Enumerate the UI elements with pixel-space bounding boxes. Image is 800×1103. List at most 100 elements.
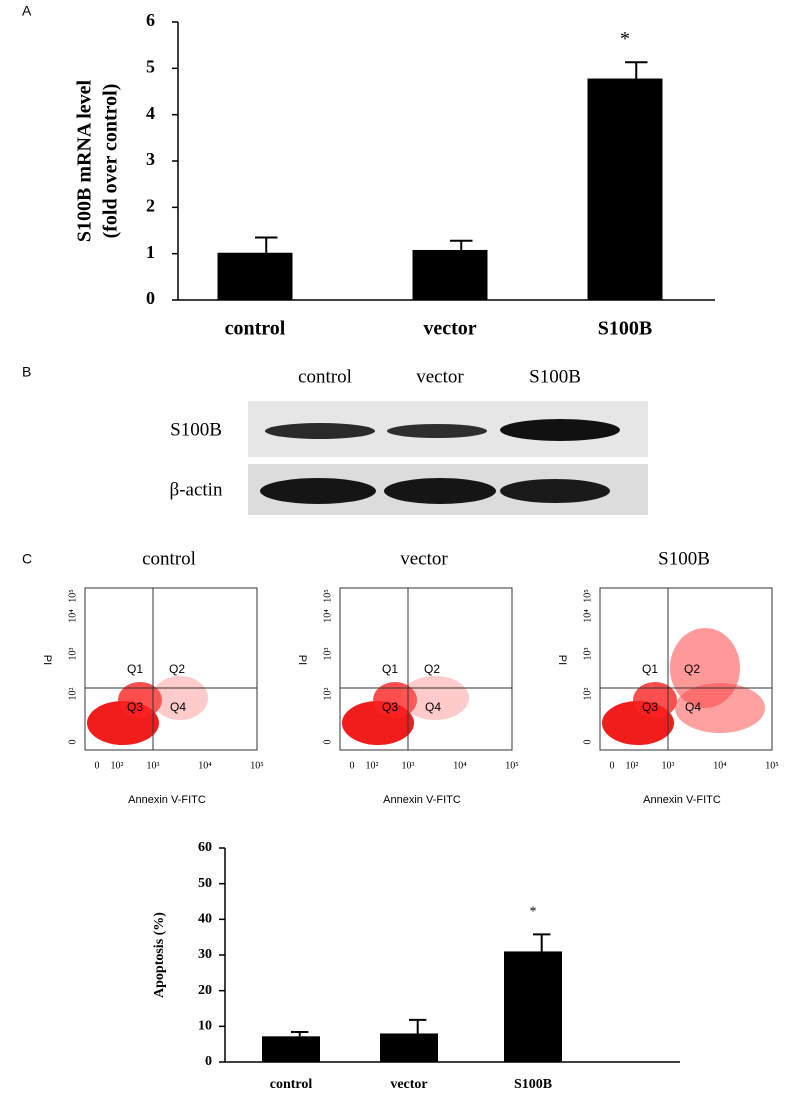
cloud xyxy=(118,682,162,718)
quadrant-label: Q3 xyxy=(127,700,143,714)
x-tick-label: vector xyxy=(390,1077,427,1092)
y-tick-label: 0 xyxy=(146,288,155,308)
blot-row: S100B xyxy=(170,419,222,440)
x-tick-label: 10⁵ xyxy=(250,760,264,771)
x-tick-label: control xyxy=(225,318,286,340)
flow-title: S100B xyxy=(658,548,710,569)
cloud xyxy=(675,683,765,733)
quadrant-label: Q4 xyxy=(685,700,701,714)
y-tick-label: 2 xyxy=(146,195,155,215)
x-tick-label: 0 xyxy=(610,760,615,771)
plot-frame xyxy=(339,587,513,751)
y-tick-label: 10⁵ xyxy=(322,589,333,603)
y-axis-label: S100B mRNA level xyxy=(74,79,96,242)
y-axis-label: (fold over control) xyxy=(100,84,122,239)
x-tick-label: 10⁵ xyxy=(505,760,519,771)
quadrant-label: Q2 xyxy=(684,662,700,676)
x-tick-label: 0 xyxy=(95,760,100,771)
cloud xyxy=(373,682,417,718)
quadrant-label: Q2 xyxy=(424,662,440,676)
y-tick-label: 50 xyxy=(198,876,212,891)
quadrant-label: Q3 xyxy=(382,700,398,714)
blot-column: S100B xyxy=(529,366,581,387)
y-axis-label: PI xyxy=(41,655,53,665)
y-tick-label: 10⁴ xyxy=(582,609,593,623)
band xyxy=(260,478,376,504)
band xyxy=(387,424,487,438)
bar xyxy=(412,249,488,300)
y-tick-label: 10⁴ xyxy=(322,609,333,623)
y-tick-label: 10⁵ xyxy=(67,589,78,603)
x-tick-label: vector xyxy=(423,318,476,340)
plot-frame xyxy=(599,587,773,751)
y-tick-label: 10 xyxy=(198,1019,212,1034)
y-tick-label: 10³ xyxy=(582,648,593,661)
x-tick-label: 10² xyxy=(111,760,124,771)
x-tick-label: S100B xyxy=(598,318,652,340)
bar xyxy=(504,951,562,1062)
x-tick-label: 10⁴ xyxy=(713,760,727,771)
y-tick-label: 10⁵ xyxy=(582,589,593,603)
blot-row: β-actin xyxy=(170,479,223,500)
band xyxy=(500,419,620,441)
x-tick-label: 10⁵ xyxy=(765,760,779,771)
band xyxy=(265,423,375,439)
y-axis-label: Apoptosis (%) xyxy=(152,912,167,998)
y-tick-label: 60 xyxy=(198,840,212,855)
x-tick-label: control xyxy=(270,1077,313,1092)
band xyxy=(500,479,610,503)
y-tick-label: 0 xyxy=(205,1054,212,1069)
y-tick-label: 10³ xyxy=(67,648,78,661)
x-tick-label: 0 xyxy=(350,760,355,771)
panel-label: A xyxy=(22,3,32,19)
y-tick-label: 1 xyxy=(146,242,155,262)
y-tick-label: 5 xyxy=(146,56,155,76)
y-tick-label: 10² xyxy=(582,688,593,701)
quadrant-label: Q2 xyxy=(169,662,185,676)
flow-title: control xyxy=(142,548,196,569)
y-tick-label: 30 xyxy=(198,947,212,962)
bar xyxy=(217,252,293,300)
plot-frame xyxy=(84,587,258,751)
bar xyxy=(587,78,663,300)
y-tick-label: 10⁴ xyxy=(67,609,78,623)
y-tick-label: 20 xyxy=(198,983,212,998)
cloud xyxy=(152,676,208,720)
x-tick-label: 10⁴ xyxy=(453,760,467,771)
y-axis-label: PI xyxy=(296,655,308,665)
x-axis-label: Annexin V-FITC xyxy=(383,794,461,806)
x-axis-label: Annexin V-FITC xyxy=(128,794,206,806)
cloud xyxy=(633,682,677,718)
bar xyxy=(380,1033,438,1062)
x-axis-label: Annexin V-FITC xyxy=(643,794,721,806)
panel-label: C xyxy=(22,551,32,567)
y-tick-label: 6 xyxy=(146,10,155,30)
y-tick-label: 3 xyxy=(146,149,155,169)
quadrant-label: Q1 xyxy=(642,662,658,676)
flow-title: vector xyxy=(400,548,448,569)
x-tick-label: 10² xyxy=(626,760,639,771)
annotation: * xyxy=(620,28,630,50)
x-tick-label: S100B xyxy=(514,1077,552,1092)
annotation: * xyxy=(530,905,537,920)
x-tick-label: 10³ xyxy=(402,760,415,771)
quadrant-label: Q1 xyxy=(382,662,398,676)
x-tick-label: 10³ xyxy=(662,760,675,771)
x-tick-label: 10³ xyxy=(147,760,160,771)
cloud xyxy=(401,676,469,720)
y-tick-label: 4 xyxy=(146,103,155,123)
quadrant-label: Q4 xyxy=(425,700,441,714)
y-tick-label: 0 xyxy=(582,740,593,745)
y-tick-label: 40 xyxy=(198,912,212,927)
blot-column: vector xyxy=(416,366,464,387)
panel-label: B xyxy=(22,364,31,380)
y-tick-label: 10² xyxy=(322,688,333,701)
blot-column: control xyxy=(298,366,352,387)
bar xyxy=(262,1036,320,1062)
x-tick-label: 10⁴ xyxy=(198,760,212,771)
y-tick-label: 0 xyxy=(322,740,333,745)
blot: control vector S100B S100B β-actin xyxy=(170,366,648,515)
y-tick-label: 0 xyxy=(67,740,78,745)
band xyxy=(384,478,496,504)
